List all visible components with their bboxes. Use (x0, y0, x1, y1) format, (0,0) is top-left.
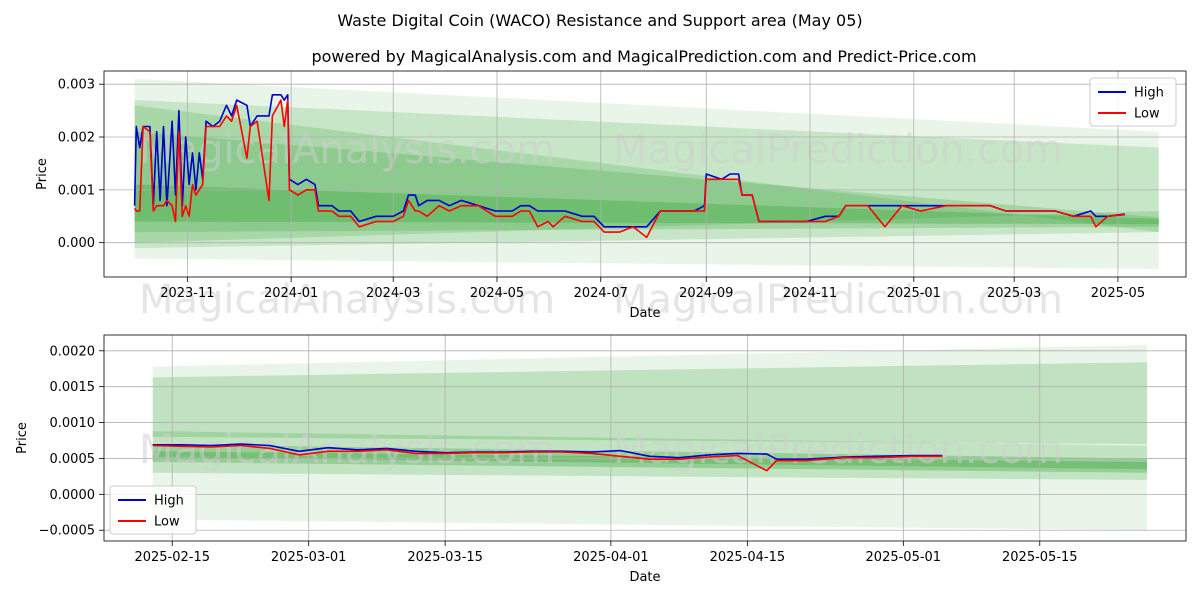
x-tick-label-0: 2025-02-15 (134, 550, 210, 565)
legend: High Low (109, 485, 197, 535)
bottom-chart-panel: MagicalAnalysis.com MagicalPrediction.com… (15, 334, 1187, 585)
band-0 (152, 345, 1148, 531)
top-chart-panel: MagicalAnalysis.com MagicalAnalysis.com Ma… (35, 70, 1187, 323)
y-tick-label-2: 0.0005 (50, 452, 96, 467)
band-1 (152, 362, 1148, 445)
x-tick-label-7: 2025-01 (887, 286, 941, 301)
plot-frame (103, 334, 1187, 542)
x-tick-label-6: 2025-05-15 (1002, 550, 1078, 565)
watermark-lower-1: MagicalPrediction.com (613, 277, 1063, 323)
y-tick-label-3: 0.003 (58, 78, 95, 93)
y-tick-label-0: 0.000 (58, 236, 95, 251)
legend-label-low: Low (1134, 107, 1160, 122)
x-tick-label-0: 2023-11 (160, 286, 214, 301)
series-lines (152, 443, 943, 472)
x-tick-label-4: 2025-04-15 (710, 550, 786, 565)
x-axis-label: Date (629, 306, 660, 321)
series-line-low (152, 444, 943, 472)
y-tick-label-3: 0.0010 (50, 416, 96, 431)
x-tick-label-1: 2025-03-01 (271, 550, 347, 565)
series-lines (133, 94, 1125, 239)
legend: High Low (1089, 77, 1177, 127)
y-tick-label-5: 0.0020 (50, 344, 96, 359)
x-tick-label-9: 2025-05 (1091, 286, 1145, 301)
x-tick-label-5: 2025-05-01 (866, 550, 942, 565)
watermark-0: MagicalAnalysis.com (139, 427, 555, 473)
x-tick-label-6: 2024-11 (783, 286, 837, 301)
band-3 (134, 131, 1159, 233)
x-tick-label-8: 2025-03 (987, 286, 1041, 301)
plot-frame (103, 70, 1187, 278)
y-tick-label-1: 0.0000 (50, 488, 96, 503)
legend-label-low: Low (154, 515, 180, 530)
band-2 (134, 105, 1159, 243)
chart-title: Waste Digital Coin (WACO) Resistance and… (337, 11, 862, 30)
watermark-1: MagicalPrediction.com (613, 127, 1063, 173)
chart-subtitle: powered by MagicalAnalysis.com and Magic… (311, 47, 976, 66)
x-axis-label: Date (629, 570, 660, 585)
watermark-1: MagicalPrediction.com (613, 427, 1063, 473)
x-tick-label-1: 2024-01 (264, 286, 318, 301)
x-tick-label-3: 2025-04-01 (573, 550, 649, 565)
watermark-lower-0: MagicalAnalysis.com (139, 277, 555, 323)
x-tick-label-2: 2024-03 (366, 286, 420, 301)
y-tick-label-2: 0.002 (58, 131, 95, 146)
legend-label-high: High (154, 494, 184, 509)
x-tick-label-5: 2024-09 (679, 286, 733, 301)
y-tick-label-1: 0.001 (58, 183, 95, 198)
y-tick-label-4: 0.0015 (50, 380, 96, 395)
legend-label-high: High (1134, 86, 1164, 101)
band-4 (152, 451, 1148, 470)
y-tick-label-0: −0.0005 (39, 524, 95, 539)
y-axis-label: Price (35, 158, 50, 190)
series-line-low (133, 99, 1125, 239)
x-tick-label-3: 2024-05 (470, 286, 524, 301)
x-tick-label-4: 2024-07 (574, 286, 628, 301)
watermark-0: MagicalAnalysis.com (139, 127, 555, 173)
y-axis-label: Price (15, 422, 30, 454)
band-4 (134, 184, 1159, 225)
x-tick-label-2: 2025-03-15 (407, 550, 483, 565)
